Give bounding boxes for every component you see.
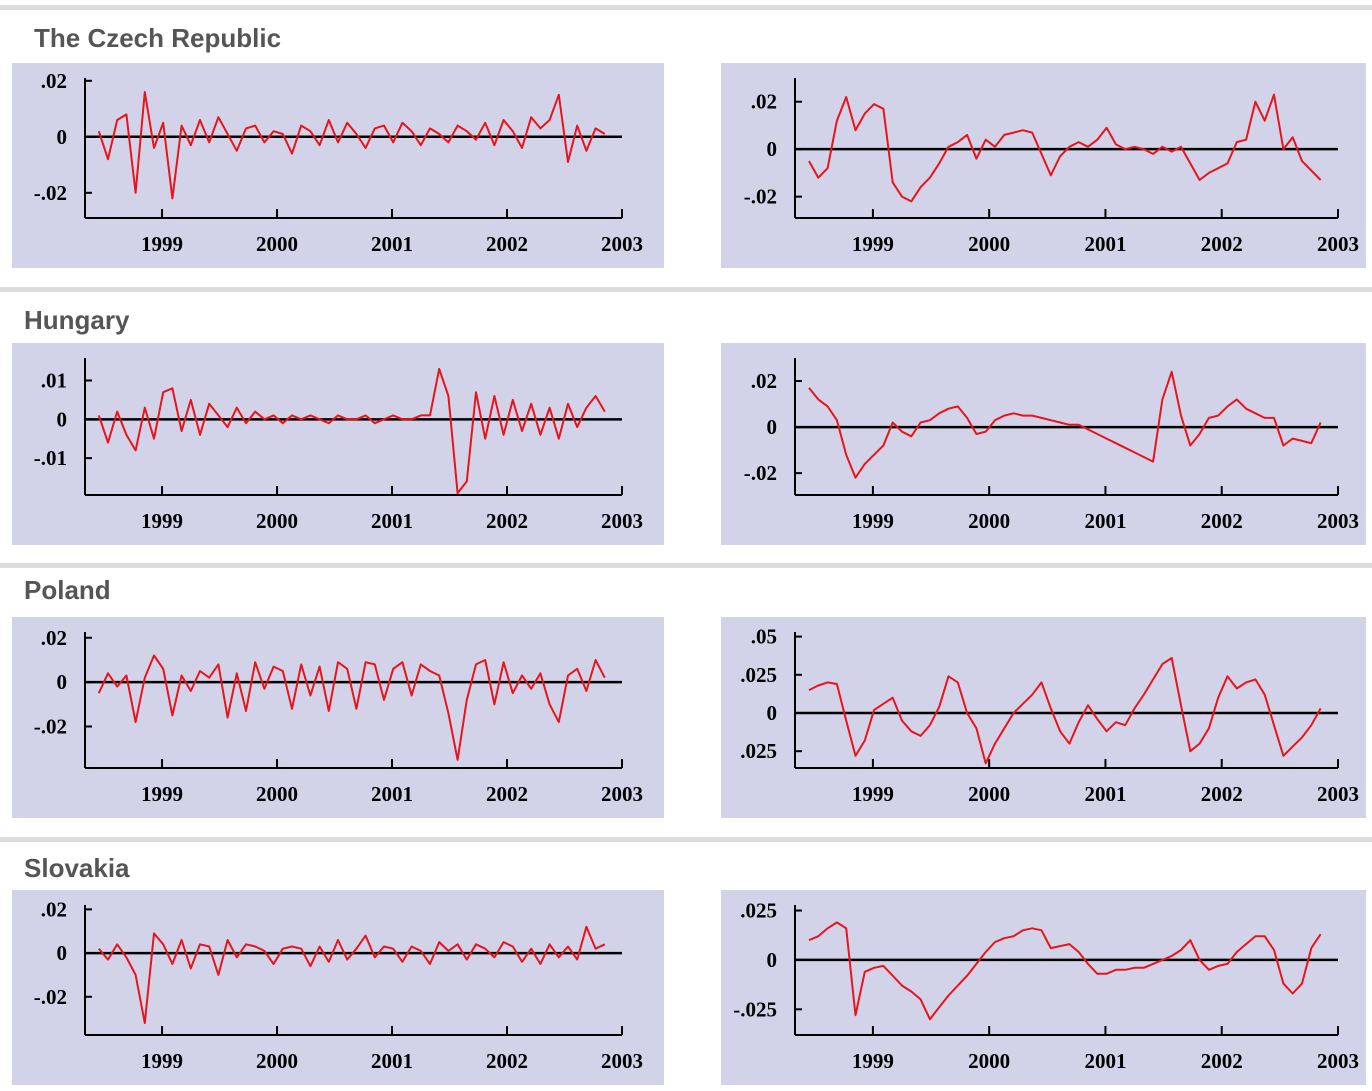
separator xyxy=(0,837,1372,842)
x-tick-label: 2002 xyxy=(486,1049,528,1073)
series-line xyxy=(97,91,606,200)
x-tick-label: 1999 xyxy=(141,509,183,533)
panel-background xyxy=(721,343,1366,545)
x-tick-label: 2001 xyxy=(1084,1049,1126,1073)
x-tick-label: 2001 xyxy=(371,782,413,806)
x-tick-label: 1999 xyxy=(852,509,894,533)
section-title: The Czech Republic xyxy=(34,23,281,53)
x-tick-label: 2003 xyxy=(601,1049,643,1073)
x-tick-label: 2002 xyxy=(486,782,528,806)
y-tick-label: 0 xyxy=(57,670,68,694)
x-tick-label: 2002 xyxy=(486,509,528,533)
y-tick-label: -.02 xyxy=(34,181,67,205)
x-tick-label: 2003 xyxy=(1317,782,1359,806)
y-tick-label: .025 xyxy=(740,739,777,763)
panel-background xyxy=(12,617,664,818)
y-tick-label: -.02 xyxy=(34,715,67,739)
y-tick-label: -.02 xyxy=(34,985,67,1009)
x-tick-label: 1999 xyxy=(141,232,183,256)
y-tick-label: .02 xyxy=(41,69,67,93)
series-line xyxy=(97,654,606,761)
x-tick-label: 2001 xyxy=(1084,782,1126,806)
y-tick-label: .025 xyxy=(740,899,777,923)
x-tick-label: 2001 xyxy=(371,232,413,256)
x-tick-label: 2002 xyxy=(1201,509,1243,533)
panel-background xyxy=(12,343,664,545)
y-tick-label: .025 xyxy=(740,663,777,687)
x-tick-label: 2001 xyxy=(1084,509,1126,533)
x-tick-label: 1999 xyxy=(141,782,183,806)
y-tick-label: -.02 xyxy=(744,461,777,485)
x-tick-label: 1999 xyxy=(852,1049,894,1073)
x-tick-label: 2002 xyxy=(486,232,528,256)
series-line xyxy=(97,367,606,495)
panel-background xyxy=(12,890,664,1085)
y-tick-label: 0 xyxy=(767,137,778,161)
y-tick-label: .02 xyxy=(41,626,67,650)
series-line xyxy=(808,370,1322,479)
y-tick-label: -.025 xyxy=(733,997,777,1021)
y-tick-label: 0 xyxy=(767,701,778,725)
x-tick-label: 2000 xyxy=(968,232,1010,256)
x-tick-label: 2000 xyxy=(256,509,298,533)
y-tick-label: .02 xyxy=(751,90,777,114)
panel-background xyxy=(721,617,1366,818)
series-line xyxy=(808,93,1322,203)
series-line xyxy=(808,921,1322,1021)
series-line xyxy=(808,657,1322,765)
x-tick-label: 2001 xyxy=(371,1049,413,1073)
y-tick-label: 0 xyxy=(57,407,68,431)
section-title: Poland xyxy=(24,575,111,605)
y-tick-label: 0 xyxy=(57,125,68,149)
y-tick-label: .02 xyxy=(41,897,67,921)
x-tick-label: 2000 xyxy=(256,1049,298,1073)
x-tick-label: 1999 xyxy=(141,1049,183,1073)
x-tick-label: 2000 xyxy=(968,1049,1010,1073)
x-tick-label: 2001 xyxy=(371,509,413,533)
y-tick-label: 0 xyxy=(57,941,68,965)
separator xyxy=(0,287,1372,292)
section-title: Hungary xyxy=(24,305,130,335)
x-tick-label: 2003 xyxy=(1317,1049,1359,1073)
y-tick-label: 0 xyxy=(767,415,778,439)
y-tick-label: 0 xyxy=(767,948,778,972)
panel-background xyxy=(721,63,1366,268)
x-tick-label: 2002 xyxy=(1201,782,1243,806)
x-tick-label: 2000 xyxy=(256,782,298,806)
x-tick-label: 2000 xyxy=(968,782,1010,806)
x-tick-label: 2003 xyxy=(1317,232,1359,256)
series-line xyxy=(98,925,606,1024)
panel-background xyxy=(721,890,1366,1085)
x-tick-label: 2001 xyxy=(1084,232,1126,256)
x-tick-label: 1999 xyxy=(852,782,894,806)
y-tick-label: .01 xyxy=(41,369,67,393)
x-tick-label: 2000 xyxy=(968,509,1010,533)
x-tick-label: 2000 xyxy=(256,232,298,256)
separator xyxy=(0,563,1372,568)
x-tick-label: 2002 xyxy=(1201,1049,1243,1073)
y-tick-label: .02 xyxy=(751,369,777,393)
y-tick-label: .05 xyxy=(751,625,777,649)
y-tick-label: -.01 xyxy=(34,446,67,470)
x-tick-label: 2002 xyxy=(1201,232,1243,256)
panel-background xyxy=(12,63,664,268)
x-tick-label: 2003 xyxy=(1317,509,1359,533)
x-tick-label: 2003 xyxy=(601,782,643,806)
x-tick-label: 2003 xyxy=(601,232,643,256)
x-tick-label: 2003 xyxy=(601,509,643,533)
separator xyxy=(0,5,1372,10)
y-tick-label: -.02 xyxy=(744,185,777,209)
x-tick-label: 1999 xyxy=(852,232,894,256)
section-title: Slovakia xyxy=(24,853,130,883)
